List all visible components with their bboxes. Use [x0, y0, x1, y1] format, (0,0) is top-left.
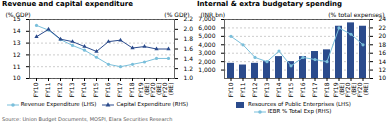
html-text:Revenue and capital expenditur: Revenue and capital expenditure: [2, 0, 133, 8]
svg-text:FY17: FY17: [116, 82, 123, 97]
svg-text:(INR bn): (INR bn): [201, 11, 226, 18]
html-text:FY19: FY19: [137, 82, 145, 98]
svg-text:FY15: FY15: [92, 82, 99, 97]
html-text:Source: Union Budget Documents: Source: Union Budget Documents, MOSPI, E…: [2, 116, 173, 122]
svg-text:1.4: 1.4: [184, 55, 194, 62]
svg-text:13: 13: [13, 39, 21, 46]
svg-text:FY12: FY12: [251, 82, 258, 97]
svg-text:1.0: 1.0: [184, 74, 194, 81]
svg-text:(% GDP): (% GDP): [164, 11, 189, 18]
svg-text:1,000: 1,000: [198, 66, 215, 73]
svg-text:FY12: FY12: [56, 82, 63, 97]
html-text:Internal & extra budgetary spe: Internal & extra budgetary spending: [197, 0, 342, 8]
svg-text:3,000: 3,000: [198, 49, 215, 56]
svg-text:10: 10: [13, 74, 21, 81]
html-text:FY19: FY19: [331, 82, 339, 98]
html-text:Capital Expenditure (RHS): Capital Expenditure (RHS): [116, 101, 189, 107]
html-text:(BE): (BE): [155, 82, 163, 96]
svg-text:14: 14: [379, 58, 387, 65]
svg-text:18: 18: [379, 41, 387, 48]
svg-text:FY20(RE): FY20(RE): [161, 82, 174, 97]
svg-text:22: 22: [379, 24, 387, 31]
svg-text:FY16: FY16: [299, 82, 306, 97]
html-text:(BE): (BE): [349, 82, 357, 96]
svg-text:FY11: FY11: [44, 82, 51, 97]
svg-text:11: 11: [13, 63, 21, 70]
svg-text:10: 10: [379, 74, 387, 81]
svg-text:FY14: FY14: [275, 82, 282, 97]
svg-text:6,000: 6,000: [198, 24, 215, 31]
svg-text:1.2: 1.2: [184, 65, 194, 72]
svg-text:FY10: FY10: [227, 82, 234, 97]
svg-text:FY10: FY10: [32, 82, 39, 97]
svg-text:12: 12: [379, 66, 387, 73]
svg-text:FY11: FY11: [239, 82, 246, 97]
svg-text:FY15: FY15: [287, 82, 294, 97]
svg-text:1.8: 1.8: [184, 35, 194, 42]
svg-text:2.0: 2.0: [184, 25, 194, 32]
html-text:FY20: FY20: [149, 82, 157, 98]
svg-text:16: 16: [379, 49, 387, 56]
html-text:IEBR % Total Exp (RHS): IEBR % Total Exp (RHS): [267, 108, 332, 114]
svg-text:2,000: 2,000: [198, 58, 215, 65]
html-text:Resources of Public Enterprise: Resources of Public Enterprises (LHS): [248, 101, 351, 107]
html-text:(BE): (BE): [337, 82, 345, 96]
svg-text:5,000: 5,000: [198, 32, 215, 39]
html-text:FY20: FY20: [343, 82, 351, 98]
svg-text:24: 24: [378, 15, 387, 23]
svg-text:FY18: FY18: [323, 82, 330, 97]
svg-text:4,000: 4,000: [198, 41, 215, 48]
svg-text:FY18: FY18: [128, 82, 135, 97]
svg-text:14: 14: [13, 27, 21, 34]
svg-text:FY14: FY14: [80, 82, 87, 97]
svg-text:FY13: FY13: [263, 82, 270, 97]
svg-text:FY16: FY16: [104, 82, 111, 97]
svg-text:15: 15: [12, 15, 21, 23]
svg-text:FY13: FY13: [68, 82, 75, 97]
html-text:Revenue Expenditure (LHS): Revenue Expenditure (LHS): [20, 101, 97, 107]
svg-text:20: 20: [379, 32, 387, 39]
svg-text:1.6: 1.6: [184, 45, 194, 52]
svg-text:7,000: 7,000: [198, 15, 216, 23]
svg-text:2.2: 2.2: [183, 15, 193, 23]
svg-text:12: 12: [13, 51, 21, 58]
html-text:(BE): (BE): [143, 82, 151, 96]
svg-text:(% GDP): (% GDP): [6, 11, 31, 18]
svg-text:(% total expenses): (% total expenses): [328, 11, 384, 19]
svg-text:FY17: FY17: [311, 82, 318, 97]
svg-text:FY20(RE): FY20(RE): [356, 82, 369, 97]
